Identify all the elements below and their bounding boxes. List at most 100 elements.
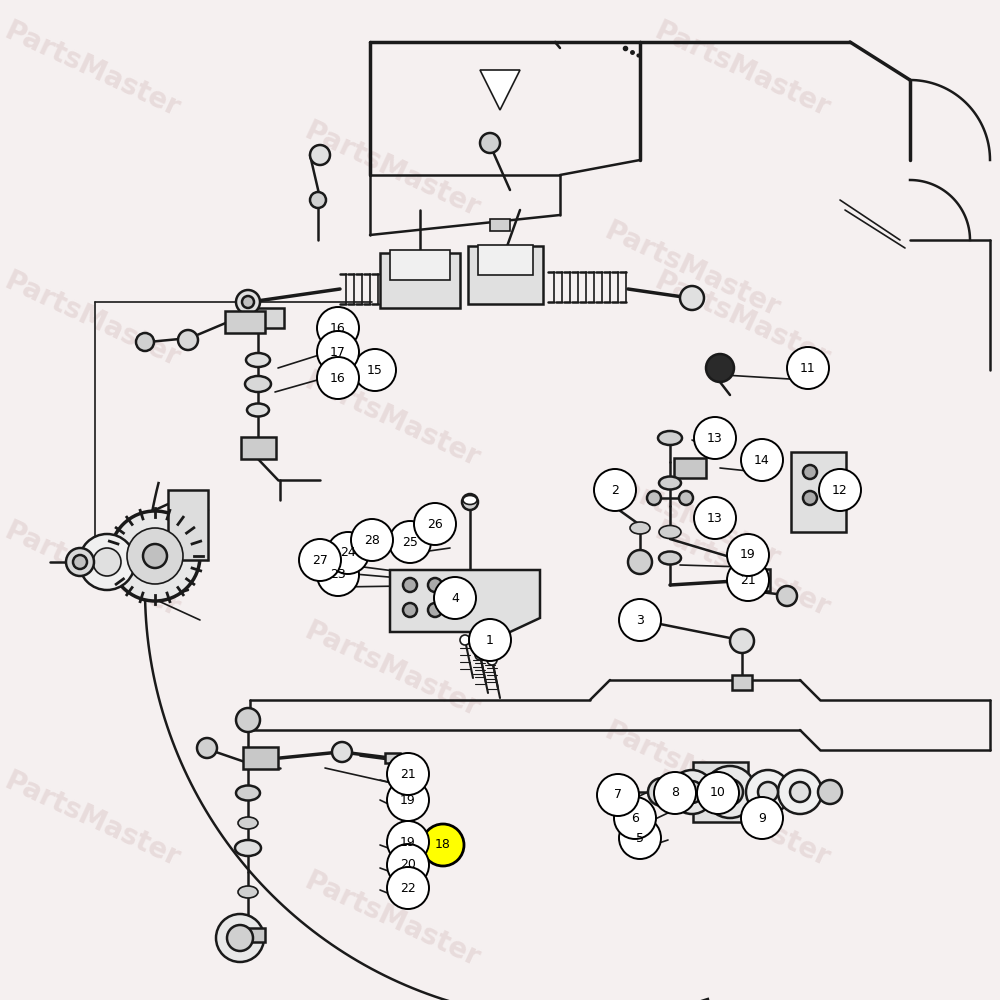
Circle shape — [462, 494, 478, 510]
Text: PartsMaster: PartsMaster — [650, 767, 834, 873]
Circle shape — [730, 549, 754, 573]
Circle shape — [242, 296, 254, 308]
Circle shape — [741, 439, 783, 481]
Circle shape — [317, 357, 359, 399]
Text: 14: 14 — [754, 454, 770, 466]
Circle shape — [73, 555, 87, 569]
Bar — [380, 252, 460, 308]
Circle shape — [227, 925, 253, 951]
Text: 5: 5 — [636, 832, 644, 844]
Circle shape — [79, 534, 135, 590]
Text: 6: 6 — [631, 812, 639, 824]
Circle shape — [717, 779, 743, 805]
Bar — [240, 437, 276, 459]
Circle shape — [110, 511, 200, 601]
Text: PartsMaster: PartsMaster — [300, 617, 484, 723]
Text: 19: 19 — [400, 836, 416, 848]
Ellipse shape — [236, 786, 260, 800]
Text: 13: 13 — [707, 432, 723, 444]
Text: PartsMaster: PartsMaster — [650, 17, 834, 123]
Text: PartsMaster: PartsMaster — [300, 367, 484, 473]
Text: 17: 17 — [330, 346, 346, 359]
Circle shape — [66, 548, 94, 576]
Circle shape — [594, 469, 636, 511]
Circle shape — [414, 503, 456, 545]
Bar — [468, 246, 542, 304]
Circle shape — [317, 554, 359, 596]
Circle shape — [136, 333, 154, 351]
Text: 27: 27 — [312, 554, 328, 566]
Text: 2: 2 — [611, 484, 619, 496]
Text: 24: 24 — [340, 546, 356, 560]
Circle shape — [428, 578, 442, 592]
Circle shape — [597, 774, 639, 816]
Circle shape — [758, 782, 778, 802]
Ellipse shape — [487, 655, 497, 665]
Circle shape — [746, 770, 790, 814]
Circle shape — [628, 550, 652, 574]
Circle shape — [216, 914, 264, 962]
Text: PartsMaster: PartsMaster — [300, 867, 484, 973]
Text: 20: 20 — [400, 858, 416, 871]
Ellipse shape — [463, 495, 477, 504]
Bar — [246, 308, 284, 328]
Circle shape — [387, 821, 429, 863]
Circle shape — [706, 354, 734, 382]
Ellipse shape — [473, 640, 483, 650]
Circle shape — [803, 465, 817, 479]
Text: 15: 15 — [367, 363, 383, 376]
Circle shape — [619, 599, 661, 641]
Circle shape — [403, 603, 417, 617]
Text: PartsMaster: PartsMaster — [0, 517, 184, 623]
Text: 25: 25 — [402, 536, 418, 548]
Circle shape — [387, 753, 429, 795]
Circle shape — [777, 586, 797, 606]
Bar — [674, 458, 706, 478]
Ellipse shape — [246, 353, 270, 367]
Circle shape — [670, 770, 714, 814]
Text: PartsMaster: PartsMaster — [0, 17, 184, 123]
Circle shape — [178, 330, 198, 350]
Text: 11: 11 — [800, 361, 816, 374]
Ellipse shape — [238, 886, 258, 898]
Ellipse shape — [245, 376, 271, 392]
Circle shape — [727, 534, 769, 576]
Circle shape — [818, 780, 842, 804]
Text: 21: 21 — [400, 768, 416, 780]
Bar — [225, 311, 265, 333]
Ellipse shape — [238, 817, 258, 829]
Circle shape — [389, 521, 431, 563]
Text: 22: 22 — [400, 882, 416, 894]
Circle shape — [351, 519, 393, 561]
Text: 28: 28 — [364, 534, 380, 546]
Circle shape — [778, 770, 822, 814]
Circle shape — [647, 491, 661, 505]
Circle shape — [790, 782, 810, 802]
Text: 16: 16 — [330, 371, 346, 384]
Ellipse shape — [235, 840, 261, 856]
Circle shape — [317, 331, 359, 373]
Circle shape — [680, 286, 704, 310]
Text: PartsMaster: PartsMaster — [650, 267, 834, 373]
Text: 9: 9 — [758, 812, 766, 824]
Text: PartsMaster: PartsMaster — [0, 767, 184, 873]
Polygon shape — [390, 570, 540, 632]
Circle shape — [480, 133, 500, 153]
Circle shape — [730, 629, 754, 653]
Circle shape — [403, 578, 417, 592]
Ellipse shape — [247, 403, 269, 416]
Circle shape — [434, 577, 476, 619]
Circle shape — [127, 528, 183, 584]
Circle shape — [387, 867, 429, 909]
Circle shape — [428, 603, 442, 617]
Circle shape — [236, 290, 260, 314]
Text: 10: 10 — [710, 786, 726, 800]
Circle shape — [354, 349, 396, 391]
Text: 1: 1 — [486, 634, 494, 647]
Ellipse shape — [485, 645, 495, 655]
Bar — [390, 250, 450, 280]
Circle shape — [236, 708, 260, 732]
Text: 21: 21 — [740, 574, 756, 586]
Text: PartsMaster: PartsMaster — [0, 267, 184, 373]
Text: 16: 16 — [330, 322, 346, 334]
